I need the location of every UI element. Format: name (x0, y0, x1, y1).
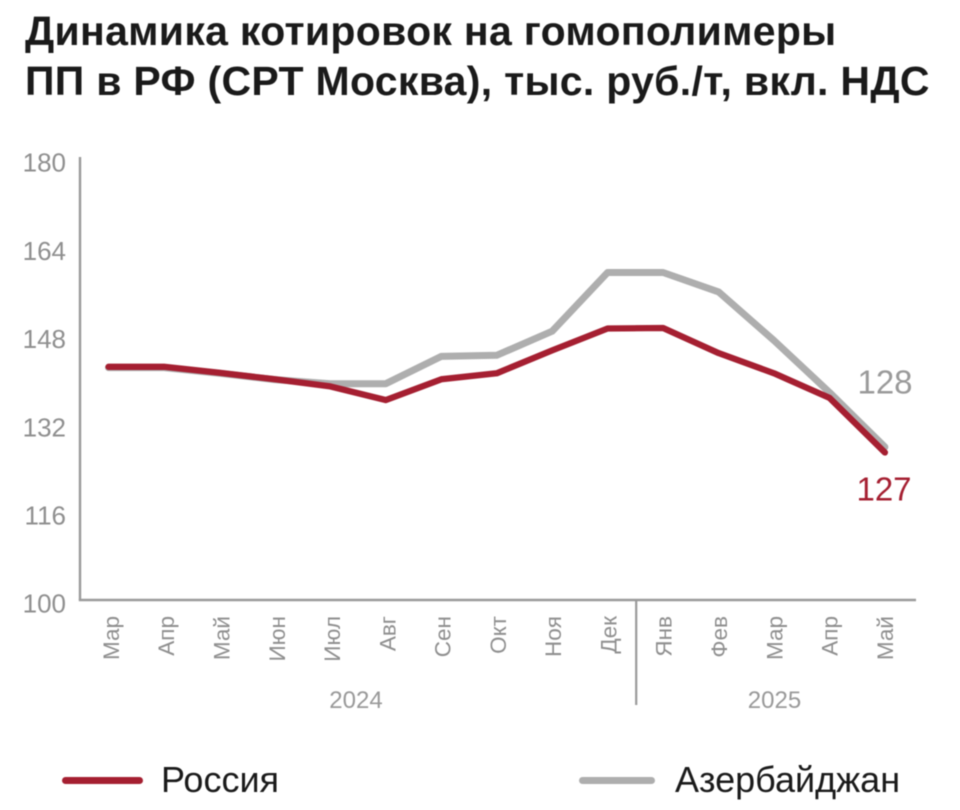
svg-text:Июн: Июн (265, 616, 290, 661)
svg-text:180: 180 (23, 148, 66, 178)
svg-text:Июл: Июл (320, 616, 345, 662)
svg-text:Сен: Сен (431, 616, 456, 657)
svg-text:Янв: Янв (652, 616, 677, 657)
svg-text:Мар: Мар (99, 616, 124, 660)
svg-text:2024: 2024 (329, 687, 382, 714)
svg-text:Окт: Окт (486, 616, 511, 654)
svg-text:128: 128 (857, 364, 912, 401)
svg-text:Май: Май (210, 616, 235, 660)
svg-text:Фев: Фев (707, 616, 732, 658)
svg-text:116: 116 (25, 501, 66, 531)
svg-text:Мар: Мар (762, 616, 787, 660)
svg-text:132: 132 (23, 412, 66, 442)
svg-text:Май: Май (873, 616, 898, 660)
svg-text:Апр: Апр (154, 616, 179, 656)
svg-text:148: 148 (23, 324, 66, 354)
svg-text:2025: 2025 (748, 687, 801, 714)
svg-text:Дек: Дек (597, 616, 622, 654)
svg-text:Авг: Авг (375, 616, 400, 651)
svg-text:164: 164 (23, 236, 66, 266)
svg-text:Ноя: Ноя (541, 616, 566, 657)
svg-text:100: 100 (23, 589, 66, 619)
svg-text:127: 127 (856, 471, 911, 508)
svg-text:Апр: Апр (818, 616, 843, 656)
